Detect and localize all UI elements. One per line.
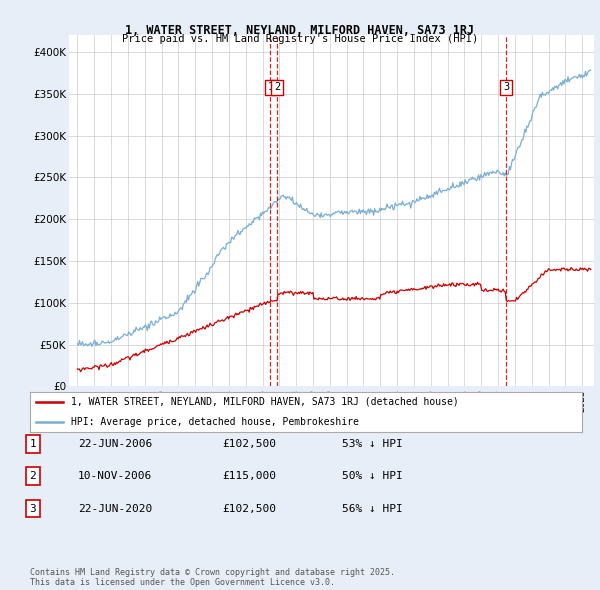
Text: 2: 2 — [274, 82, 280, 92]
Text: £102,500: £102,500 — [222, 504, 276, 513]
Text: £115,000: £115,000 — [222, 471, 276, 481]
Text: 1, WATER STREET, NEYLAND, MILFORD HAVEN, SA73 1RJ: 1, WATER STREET, NEYLAND, MILFORD HAVEN,… — [125, 24, 475, 37]
Text: HPI: Average price, detached house, Pembrokeshire: HPI: Average price, detached house, Pemb… — [71, 417, 359, 427]
Text: 1: 1 — [267, 82, 274, 92]
Text: 10-NOV-2006: 10-NOV-2006 — [78, 471, 152, 481]
Text: 22-JUN-2006: 22-JUN-2006 — [78, 439, 152, 448]
Text: 56% ↓ HPI: 56% ↓ HPI — [342, 504, 403, 513]
Text: 53% ↓ HPI: 53% ↓ HPI — [342, 439, 403, 448]
Text: 3: 3 — [503, 82, 509, 92]
Text: Price paid vs. HM Land Registry's House Price Index (HPI): Price paid vs. HM Land Registry's House … — [122, 34, 478, 44]
Text: Contains HM Land Registry data © Crown copyright and database right 2025.
This d: Contains HM Land Registry data © Crown c… — [30, 568, 395, 587]
Text: £102,500: £102,500 — [222, 439, 276, 448]
Text: 3: 3 — [29, 504, 37, 513]
Text: 1, WATER STREET, NEYLAND, MILFORD HAVEN, SA73 1RJ (detached house): 1, WATER STREET, NEYLAND, MILFORD HAVEN,… — [71, 397, 459, 407]
Text: 50% ↓ HPI: 50% ↓ HPI — [342, 471, 403, 481]
Text: 1: 1 — [29, 439, 37, 448]
Text: 22-JUN-2020: 22-JUN-2020 — [78, 504, 152, 513]
Text: 2: 2 — [29, 471, 37, 481]
